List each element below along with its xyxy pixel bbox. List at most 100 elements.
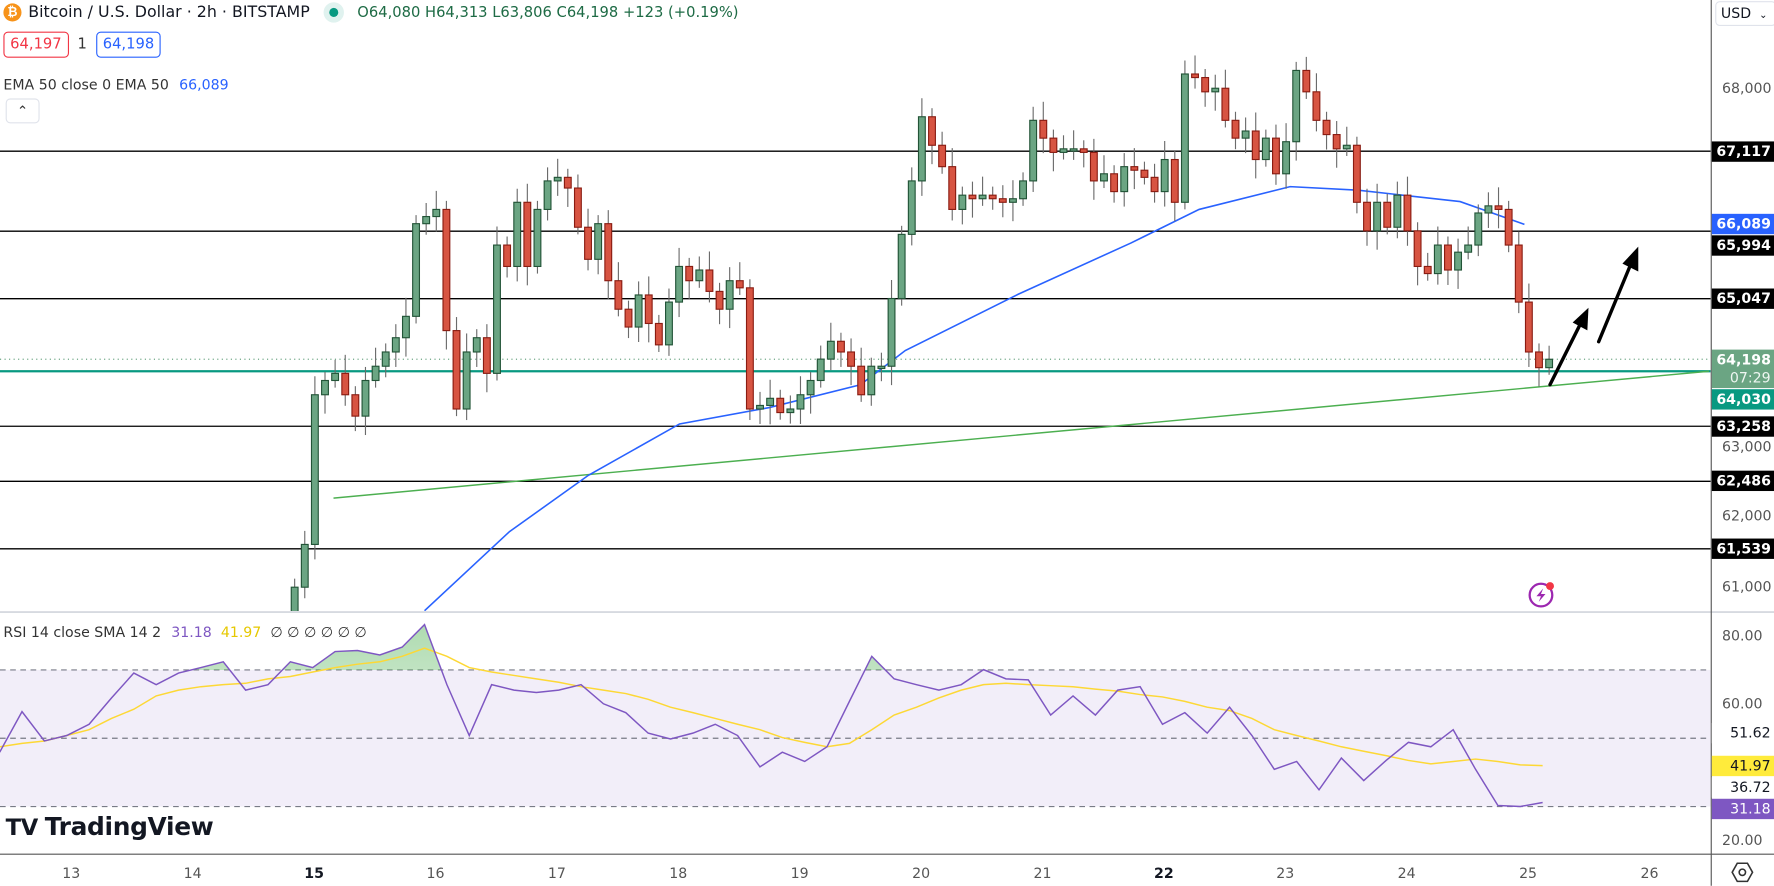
candle-body-down (1191, 73, 1199, 79)
candle (705, 251, 714, 303)
currency-select[interactable]: USD ⌄ (1715, 1, 1774, 27)
candle-body-up (1180, 73, 1189, 203)
candle (452, 317, 461, 417)
candle (867, 357, 876, 406)
candle (1322, 111, 1331, 150)
market-status-icon[interactable] (323, 2, 344, 23)
candle-body-down (1312, 91, 1321, 121)
candle (1140, 161, 1149, 185)
ema-legend-label: EMA 50 close 0 EMA 50 (3, 75, 169, 93)
ema50-line (424, 185, 1525, 611)
candle (1342, 126, 1351, 156)
candle (978, 176, 987, 206)
candle (543, 167, 552, 221)
candle-body-down (1535, 351, 1543, 369)
candle (887, 279, 896, 386)
candle-body-up (1474, 212, 1483, 246)
candle (351, 386, 360, 432)
candle-body-down (654, 322, 663, 346)
candle-body-down (998, 198, 1007, 203)
candle (1514, 231, 1523, 314)
candle-body-up (1433, 244, 1442, 275)
time-axis-label: 23 (1276, 864, 1295, 882)
candle (1545, 345, 1554, 375)
candle-body-down (1383, 201, 1392, 228)
level-price-badge: 61,539 (1711, 538, 1774, 559)
candle (745, 279, 754, 421)
lightning-alert-icon[interactable] (1528, 582, 1554, 608)
candle-body-up (553, 176, 562, 182)
candle (624, 300, 633, 339)
candle (1423, 252, 1432, 281)
candle (1019, 172, 1028, 206)
arrow-annotation-up-2[interactable] (1596, 246, 1639, 344)
candle (614, 262, 623, 317)
candle-body-up (796, 394, 805, 410)
last-price-value: 64,198 (1716, 350, 1771, 368)
settings-icon[interactable] (1731, 862, 1754, 883)
candle (1170, 150, 1179, 222)
arrow-annotation-up-1[interactable] (1548, 307, 1589, 387)
level-price-badge: 63,258 (1711, 416, 1774, 437)
candle-body-down (1352, 144, 1361, 203)
candle (563, 168, 572, 207)
candle (1403, 176, 1412, 246)
candle-body-down (1443, 244, 1452, 271)
ema-legend[interactable]: EMA 50 close 0 EMA 50 66,089 (3, 76, 228, 93)
rsi-marker-sma: 41.97 (1711, 755, 1774, 776)
candle-body-down (1423, 265, 1432, 275)
time-axis-label: 16 (426, 864, 445, 882)
candle (472, 329, 481, 367)
candle-body-down (1049, 137, 1058, 153)
candle-body-up (1008, 198, 1017, 203)
candle-body-up (432, 208, 441, 218)
candle-body-down (1524, 301, 1533, 353)
candle (786, 395, 795, 424)
candle (958, 186, 967, 225)
candle (1221, 69, 1230, 128)
candle (1312, 73, 1321, 132)
candle (806, 371, 815, 414)
candle-body-up (321, 379, 329, 396)
candle (1292, 61, 1301, 161)
candle-body-down (573, 187, 582, 228)
candle (968, 181, 977, 218)
tradingview-logo[interactable]: 𝗧𝗩 TradingView (6, 813, 214, 841)
candle (1484, 192, 1493, 228)
candle-body-down (1403, 194, 1412, 232)
bitcoin-logo-icon: ₿ (3, 3, 22, 22)
candle-body-up (786, 408, 795, 414)
candle (523, 183, 532, 286)
candle-body-down (1504, 208, 1513, 246)
buy-price-button[interactable]: 64,198 (95, 31, 161, 58)
candle-body-down (341, 372, 350, 396)
candle (877, 352, 886, 382)
symbol-title[interactable]: Bitcoin / U.S. Dollar · 2h · BITSTAMP (28, 3, 310, 22)
candle (897, 225, 906, 306)
level-price-badge: 65,994 (1711, 235, 1774, 256)
sell-price-button[interactable]: 64,197 (3, 31, 69, 58)
candle (1130, 148, 1139, 190)
candle (1474, 204, 1483, 257)
candle (1393, 181, 1402, 239)
trend-line[interactable] (333, 370, 1710, 499)
rsi-legend[interactable]: RSI 14 close SMA 14 2 31.18 41.97 ∅ ∅ ∅ … (3, 623, 366, 640)
time-axis-label: 19 (790, 864, 809, 882)
time-axis-label: 24 (1397, 864, 1416, 882)
candle-body-up (462, 351, 471, 410)
candle-body-up (1464, 244, 1473, 253)
candle-body-up (675, 265, 684, 303)
time-axis-label: 14 (183, 864, 202, 882)
candle-body-down (938, 144, 947, 168)
candle (644, 276, 653, 343)
candle (1180, 60, 1189, 210)
candle-body-up (634, 294, 643, 328)
candle (422, 203, 431, 235)
candle (310, 376, 319, 560)
price-axis-label: 68,000 (1721, 79, 1772, 97)
support-price-badge: 64,030 (1711, 389, 1774, 410)
collapse-legend-button[interactable]: ⌃ (5, 98, 40, 124)
candle-body-up (1342, 144, 1351, 150)
candle-body-up (1019, 180, 1028, 200)
